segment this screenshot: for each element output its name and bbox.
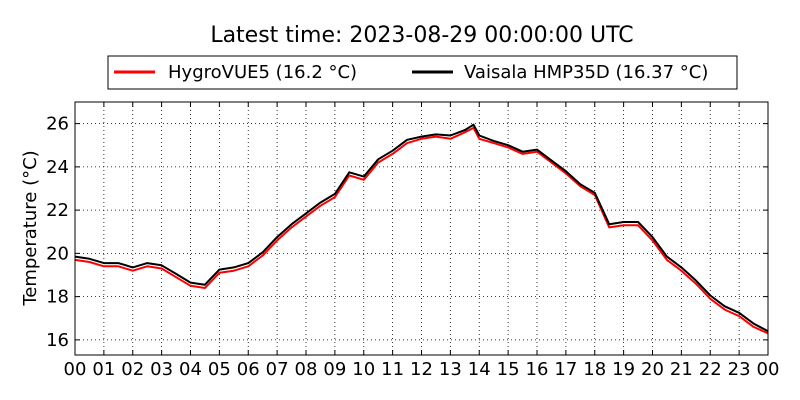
x-tick-label: 19	[612, 359, 635, 380]
x-tick-label: 21	[670, 359, 693, 380]
x-tick-label: 20	[641, 359, 664, 380]
x-tick-label: 08	[295, 359, 318, 380]
x-tick-label: 13	[439, 359, 462, 380]
x-tick-label: 14	[468, 359, 491, 380]
axis-ticks	[74, 102, 769, 355]
x-tick-label: 12	[410, 359, 433, 380]
y-axis-label: Temperature (°C)	[20, 150, 41, 306]
y-tick-label: 18	[46, 287, 69, 308]
x-tick-label: 18	[583, 359, 606, 380]
y-tick-label: 20	[46, 243, 69, 264]
plot-frame	[74, 101, 769, 356]
y-tick-label: 16	[46, 330, 69, 351]
x-tick-label: 17	[554, 359, 577, 380]
grid	[75, 102, 768, 355]
x-tick-label: 01	[92, 359, 115, 380]
x-tick-label: 04	[179, 359, 202, 380]
x-tick-label: 23	[728, 359, 751, 380]
x-tick-label: 22	[699, 359, 722, 380]
x-tick-label: 09	[323, 359, 346, 380]
x-tick-label: 16	[526, 359, 549, 380]
series-lines	[74, 123, 769, 335]
x-tick-label: 00	[64, 359, 87, 380]
x-tick-label: 07	[266, 359, 289, 380]
x-tick-label: 03	[150, 359, 173, 380]
x-tick-label: 05	[208, 359, 231, 380]
legend-label-vaisala: Vaisala HMP35D (16.37 °C)	[464, 62, 708, 83]
y-tick-label: 26	[46, 114, 69, 135]
y-tick-label: 24	[46, 157, 69, 178]
x-tick-label: 15	[497, 359, 520, 380]
series-line-vaisala	[74, 123, 769, 333]
x-tick-label: 00	[757, 359, 780, 380]
y-tick-labels: 16 18 20 22 24 26	[46, 114, 69, 351]
x-tick-label: 02	[121, 359, 144, 380]
x-tick-label: 11	[381, 359, 404, 380]
y-tick-label: 22	[46, 200, 69, 221]
series-line-hygrovue	[74, 126, 769, 335]
x-tick-label: 06	[237, 359, 260, 380]
x-tick-labels: 00 01 02 03 04 05 06 07 08 09 10 11 12 13 14 15 16 17 18 19…	[64, 359, 780, 380]
chart-title: Latest time: 2023-08-29 00:00:00 UTC	[210, 23, 633, 48]
legend: HygroVUE5 (16.2 °C) Vaisala HMP35D (16.3…	[107, 55, 738, 90]
x-tick-label: 10	[352, 359, 375, 380]
legend-label-hygrovue: HygroVUE5 (16.2 °C)	[168, 62, 357, 83]
